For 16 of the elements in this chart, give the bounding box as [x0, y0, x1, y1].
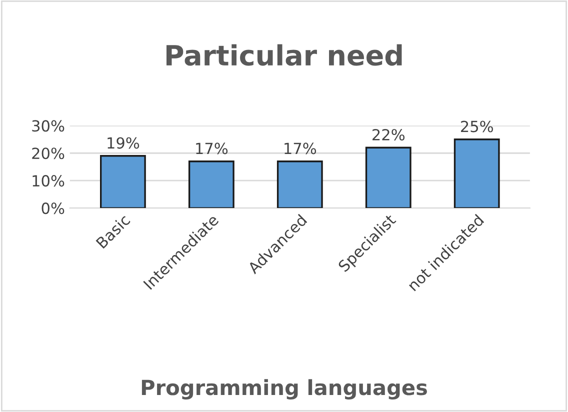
bar	[365, 146, 412, 208]
x-axis-title: Programming languages	[142, 379, 427, 400]
data-label: 17%	[196, 142, 228, 154]
data-label: 22%	[372, 128, 405, 141]
data-label: 19%	[108, 137, 140, 149]
y-tick-label: 30%	[32, 120, 64, 132]
bar	[454, 138, 500, 208]
chart-title: Particular need	[166, 44, 402, 66]
bar	[276, 160, 323, 208]
y-tick-label: 0%	[42, 202, 64, 214]
bar	[188, 160, 234, 208]
data-label: 17%	[284, 142, 316, 154]
data-label: 25%	[461, 120, 493, 132]
y-tick-label: 20%	[32, 148, 64, 160]
y-tick-label: 10%	[32, 175, 64, 187]
bar	[100, 155, 146, 208]
